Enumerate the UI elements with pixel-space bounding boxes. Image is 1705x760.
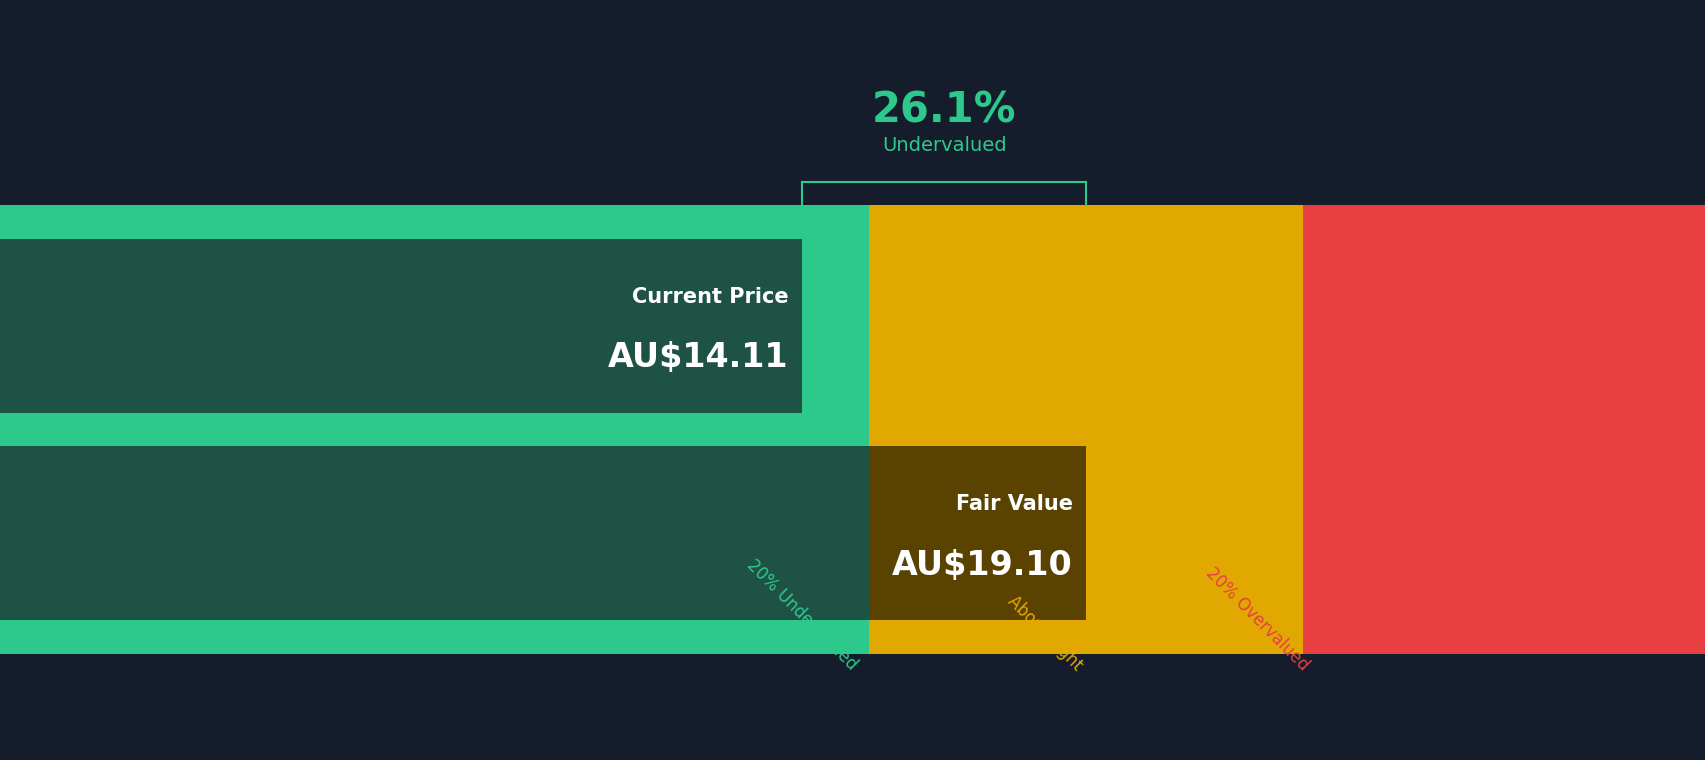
Text: AU$19.10: AU$19.10 (892, 549, 1072, 581)
Bar (1303, 413, 1705, 446)
Text: Fair Value: Fair Value (955, 494, 1072, 515)
Bar (868, 205, 1303, 239)
Bar (1086, 446, 1303, 620)
Bar (0, 239, 801, 413)
Bar (1303, 620, 1705, 654)
Bar (0, 205, 868, 239)
Bar (1303, 446, 1705, 620)
Bar (1303, 205, 1705, 239)
Bar (868, 620, 1303, 654)
Bar (868, 413, 1303, 446)
Text: 20% Overvalued: 20% Overvalued (1200, 564, 1311, 674)
Text: About Right: About Right (1004, 592, 1086, 674)
Text: 26.1%: 26.1% (871, 89, 1016, 131)
Bar (0, 446, 868, 620)
Bar (868, 239, 1303, 413)
Text: Current Price: Current Price (633, 287, 788, 307)
Text: AU$14.11: AU$14.11 (609, 341, 788, 374)
Text: Undervalued: Undervalued (881, 137, 1006, 156)
Bar (0, 413, 868, 446)
Bar (1303, 239, 1705, 413)
Bar (801, 239, 868, 413)
Bar (868, 446, 1086, 620)
Bar (0, 620, 868, 654)
Text: 20% Undervalued: 20% Undervalued (742, 556, 859, 674)
